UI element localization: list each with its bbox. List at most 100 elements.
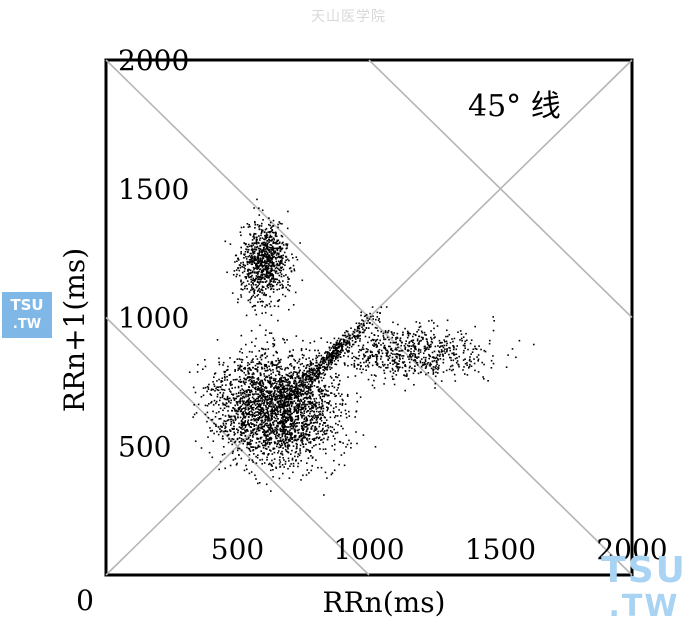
scatter-point [247, 243, 250, 246]
scatter-point [335, 376, 337, 378]
scatter-point [338, 463, 340, 466]
scatter-point [314, 369, 316, 371]
scatter-point [240, 226, 243, 229]
scatter-point [253, 289, 256, 291]
scatter-point [261, 253, 263, 255]
scatter-point [264, 379, 267, 382]
scatter-point [302, 357, 304, 359]
scatter-point [276, 445, 278, 448]
scatter-point [243, 270, 246, 273]
scatter-point [299, 402, 301, 404]
scatter-point [261, 407, 264, 409]
scatter-point [244, 390, 246, 393]
scatter-point [322, 369, 324, 371]
scatter-point [304, 392, 306, 395]
scatter-point [320, 439, 322, 441]
scatter-point [453, 337, 456, 340]
scatter-point [357, 325, 360, 327]
scatter-point [387, 331, 389, 334]
scatter-point [232, 407, 235, 409]
scatter-point [360, 311, 362, 314]
scatter-point [222, 414, 224, 416]
scatter-point [269, 295, 271, 298]
scatter-point [260, 358, 263, 361]
scatter-point [261, 289, 264, 292]
scatter-point [282, 472, 284, 475]
scatter-point [241, 282, 243, 285]
scatter-point [398, 353, 400, 356]
scatter-point [279, 246, 282, 249]
scatter-point [246, 280, 249, 282]
scatter-point [279, 446, 282, 448]
scatter-point [303, 403, 306, 405]
scatter-point [283, 393, 285, 396]
scatter-point [293, 420, 296, 422]
scatter-point [279, 284, 281, 287]
scatter-point [365, 369, 367, 371]
scatter-point [280, 452, 282, 455]
scatter-point [292, 264, 295, 267]
scatter-point [260, 423, 262, 426]
scatter-point [335, 341, 338, 344]
scatter-point [257, 414, 259, 416]
scatter-point [417, 356, 420, 358]
scatter-point [283, 466, 285, 468]
scatter-point [284, 442, 287, 445]
scatter-point [234, 404, 236, 407]
scatter-point [281, 464, 284, 466]
scatter-point [328, 359, 330, 362]
scatter-point [277, 413, 280, 415]
scatter-point [393, 359, 395, 362]
scatter-point [293, 424, 295, 426]
scatter-point [290, 438, 293, 440]
scatter-point [450, 357, 452, 359]
scatter-point [337, 424, 339, 426]
scatter-point [284, 397, 286, 399]
scatter-point [348, 350, 350, 352]
scatter-point [384, 346, 386, 349]
scatter-point [412, 372, 415, 375]
scatter-point [251, 263, 254, 266]
scatter-point [295, 425, 298, 427]
scatter-point [256, 266, 259, 268]
scatter-point [400, 350, 402, 352]
scatter-point [258, 400, 260, 403]
scatter-point [328, 386, 330, 388]
scatter-point [264, 398, 267, 401]
x-tick-label: 500 [211, 533, 264, 566]
scatter-point [451, 364, 454, 367]
scatter-point [426, 343, 429, 345]
scatter-point [336, 415, 339, 417]
scatter-point [297, 397, 299, 399]
scatter-point [243, 226, 245, 228]
scatter-point [253, 381, 256, 384]
scatter-point [467, 348, 469, 351]
scatter-point [244, 250, 247, 253]
scatter-point [259, 387, 261, 390]
scatter-point [218, 361, 220, 364]
scatter-point [348, 439, 350, 442]
scatter-point [283, 399, 286, 401]
scatter-point [358, 335, 360, 338]
scatter-point [281, 424, 283, 427]
scatter-point [264, 413, 266, 415]
scatter-point [396, 353, 398, 355]
scatter-point [326, 409, 328, 412]
scatter-point [306, 423, 308, 426]
scatter-point [321, 430, 323, 432]
scatter-point [260, 225, 263, 227]
scatter-point [302, 403, 304, 406]
scatter-point [422, 352, 425, 355]
scatter-point [288, 392, 291, 394]
scatter-point [285, 420, 287, 422]
scatter-point [257, 363, 260, 365]
scatter-point [288, 308, 290, 311]
scatter-point [267, 265, 269, 268]
scatter-point [273, 247, 276, 250]
scatter-point [373, 379, 375, 382]
scatter-point [252, 436, 254, 438]
scatter-point [320, 360, 322, 363]
scatter-point [245, 429, 248, 431]
scatter-point [295, 439, 297, 442]
scatter-point [333, 354, 336, 357]
